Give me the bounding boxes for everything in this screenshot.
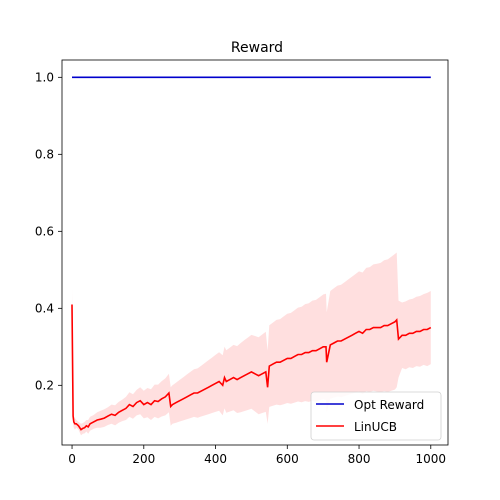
legend-label-opt-reward: Opt Reward — [354, 398, 424, 412]
legend: Opt Reward LinUCB — [310, 391, 442, 441]
chart-title: Reward — [231, 40, 283, 56]
linucb-line — [71, 304, 432, 431]
x-tick-label: 400 — [204, 452, 227, 466]
legend-label-linucb: LinUCB — [354, 420, 397, 434]
plot-area — [71, 76, 432, 436]
linucb-confidence-band — [72, 252, 431, 436]
y-tick-label: 0.2 — [35, 378, 54, 392]
y-tick-label: 0.8 — [35, 147, 54, 161]
y-tick-label: 0.4 — [35, 301, 54, 315]
y-axis: 0.2 0.4 0.6 0.8 1.0 — [35, 70, 62, 392]
x-axis: 0 200 400 600 800 1000 — [68, 445, 446, 466]
y-tick-label: 1.0 — [35, 70, 54, 84]
y-tick-label: 0.6 — [35, 224, 54, 238]
x-tick-label: 0 — [68, 452, 76, 466]
x-tick-label: 800 — [348, 452, 371, 466]
axes-frame — [61, 59, 449, 446]
x-tick-label: 200 — [132, 452, 155, 466]
x-tick-label: 600 — [276, 452, 299, 466]
x-tick-label: 1000 — [416, 452, 447, 466]
